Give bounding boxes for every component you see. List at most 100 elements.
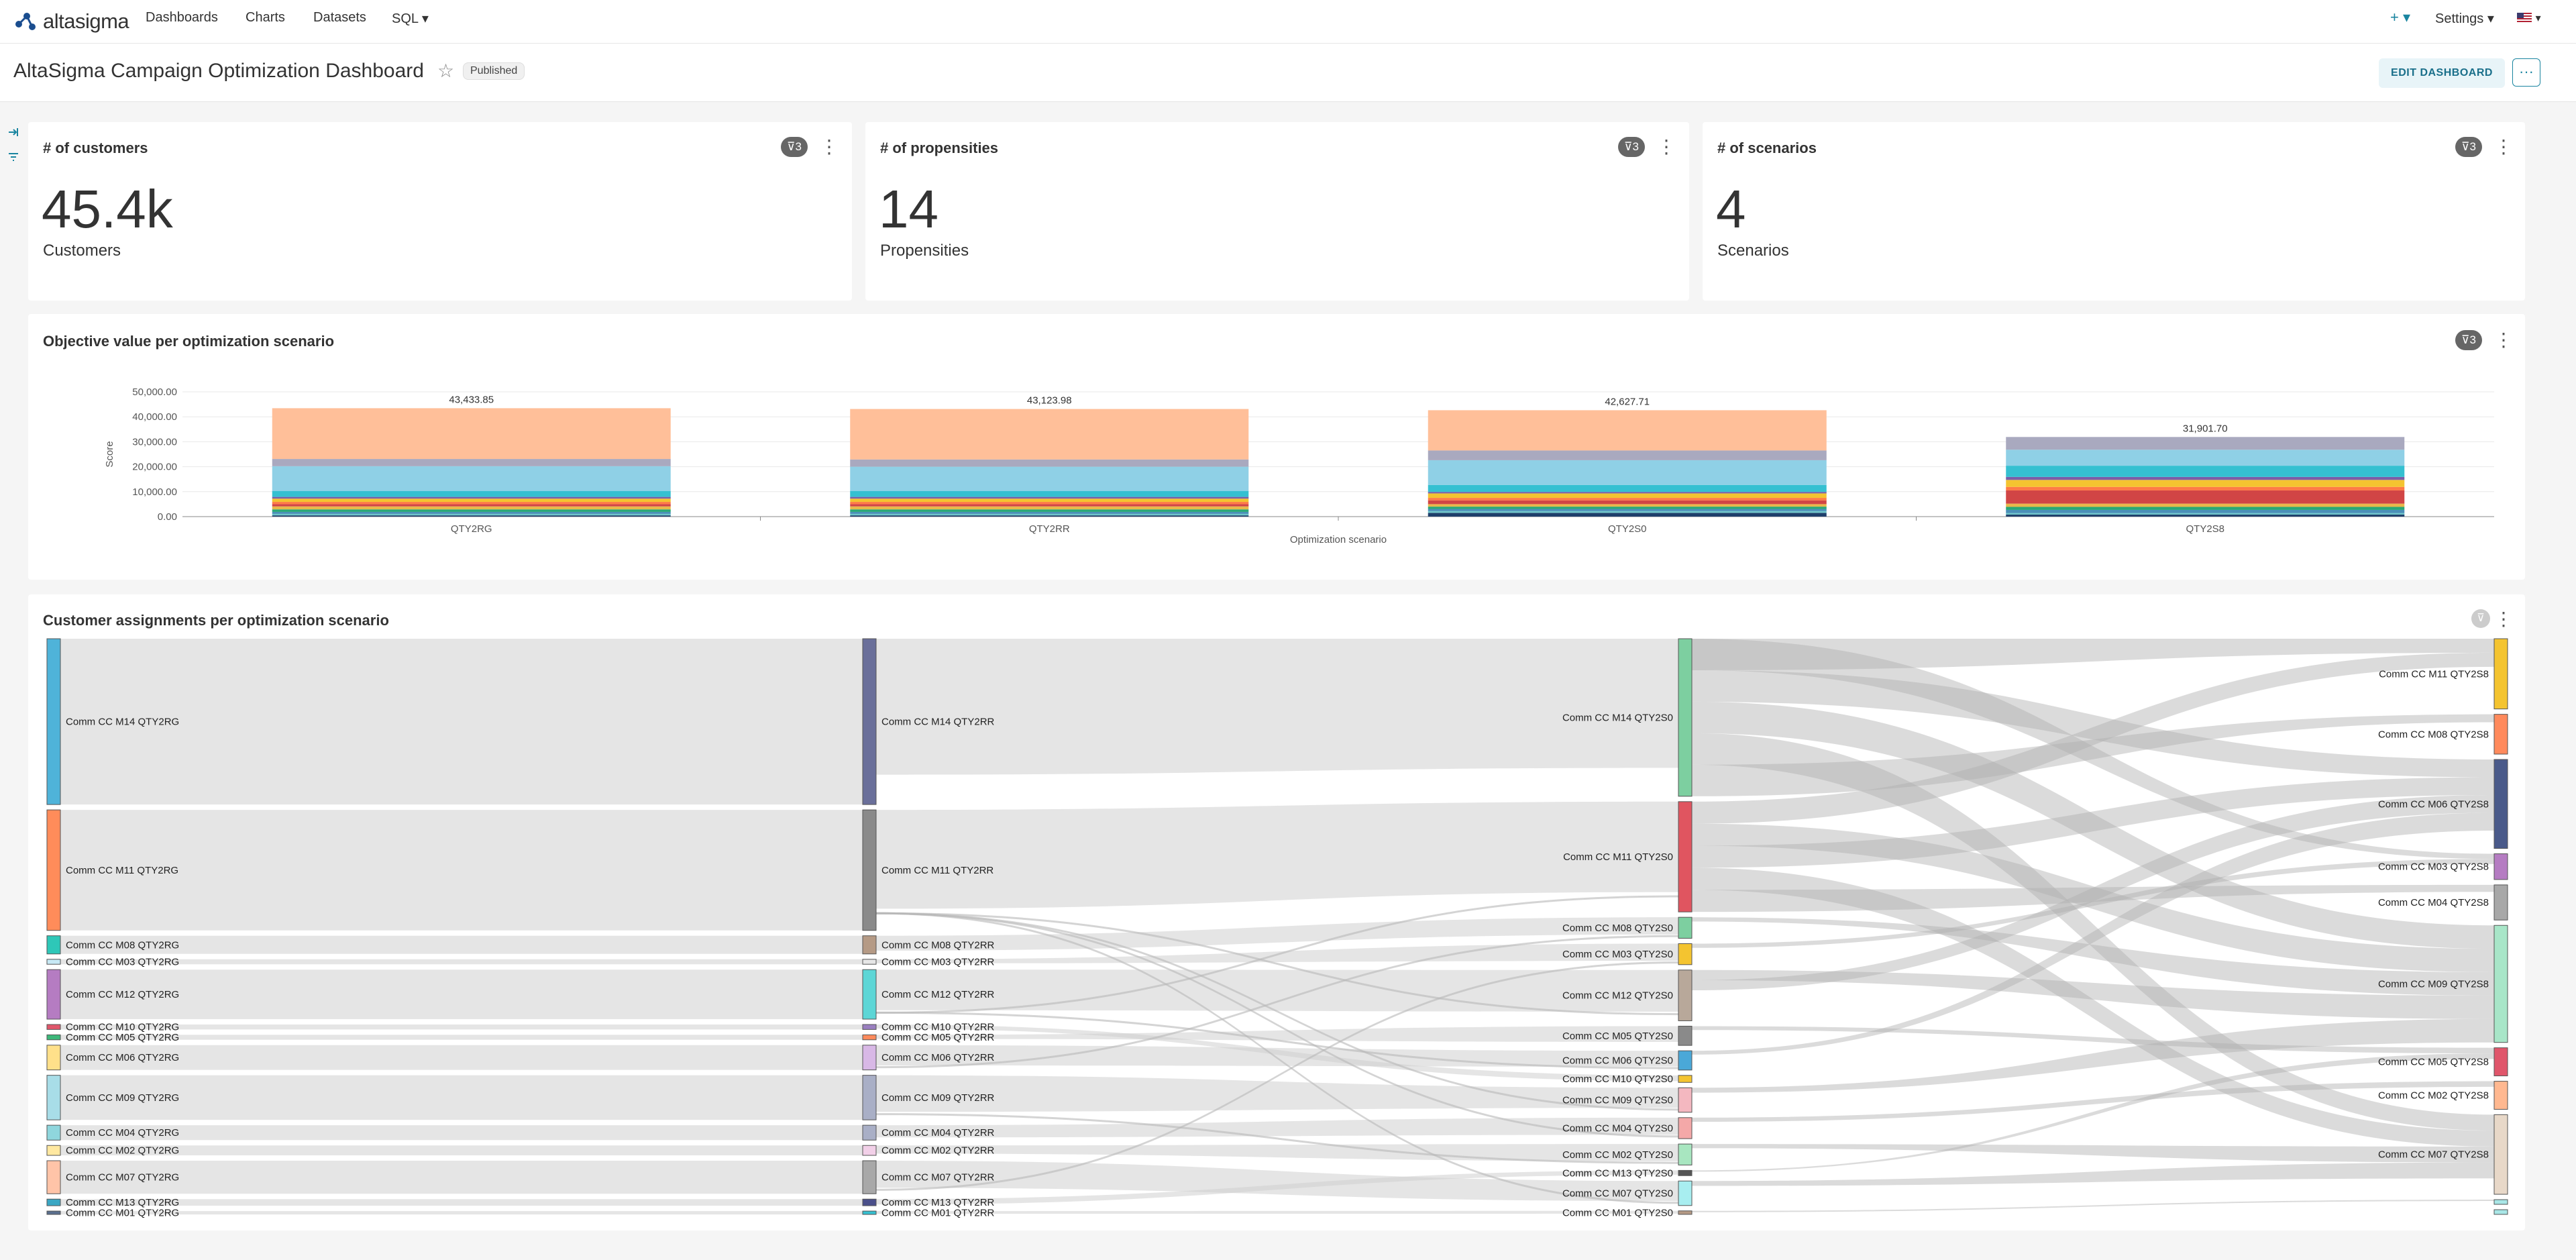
sankey-link xyxy=(876,912,1678,1111)
nav-sql[interactable]: SQL ▾ xyxy=(392,11,429,26)
sankey-node xyxy=(862,1045,877,1071)
bar-segment xyxy=(2006,515,2405,517)
nav-datasets[interactable]: Datasets xyxy=(313,10,366,25)
sankey-link xyxy=(60,1211,863,1215)
filter-count-badge[interactable]: ⊽3 xyxy=(2455,137,2482,157)
bar-segment xyxy=(850,513,1249,516)
card-menu-icon[interactable]: ⋮ xyxy=(1657,136,1676,157)
sankey-node-label: Comm CC M14 QTY2RG xyxy=(66,717,179,728)
kpi-value: 14 xyxy=(879,179,938,239)
sankey-node-label: Comm CC M02 QTY2RR xyxy=(881,1145,995,1157)
sankey-node xyxy=(46,1045,61,1071)
sankey-node-label: Comm CC M13 QTY2RG xyxy=(66,1197,179,1208)
y-tick-label: 10,000.00 xyxy=(132,486,177,498)
more-actions-button[interactable]: ··· xyxy=(2512,58,2540,87)
sankey-node xyxy=(862,1210,877,1215)
bar-segment xyxy=(850,509,1249,512)
objective-bar-chart: 0.00 10,000.00 20,000.00 30,000.00 40,000.00… xyxy=(104,386,2494,545)
sankey-link xyxy=(876,1170,1678,1205)
sankey-node xyxy=(2493,714,2508,755)
filter-count-badge[interactable]: ⊽3 xyxy=(2455,330,2482,350)
sankey-node-label: Comm CC M06 QTY2S0 xyxy=(1562,1055,1673,1067)
bar-total-label: 43,433.85 xyxy=(449,394,494,405)
sankey-node-label: Comm CC M08 QTY2RG xyxy=(66,939,179,951)
sankey-link xyxy=(1692,917,2494,996)
sankey-node xyxy=(862,935,877,955)
sankey-node-label: Comm CC M04 QTY2RG xyxy=(66,1127,179,1139)
sankey-link xyxy=(1692,1144,2494,1163)
bar-segment xyxy=(850,506,1249,510)
filter-count-badge[interactable]: ⊽3 xyxy=(781,137,808,157)
sankey-node xyxy=(1678,1050,1693,1071)
sankey-link xyxy=(1692,639,2494,670)
bar-segment xyxy=(2006,486,2405,490)
sankey-node-label: Comm CC M05 QTY2S8 xyxy=(2378,1057,2489,1068)
sankey-node-label: Comm CC M14 QTY2RR xyxy=(881,717,995,728)
bar-total-label: 43,123.98 xyxy=(1027,395,1072,407)
edit-dashboard-button[interactable]: EDIT DASHBOARD xyxy=(2379,58,2505,88)
sankey-link xyxy=(1692,823,2494,973)
sankey-link xyxy=(60,810,863,931)
kpi-title: # of customers xyxy=(43,140,148,156)
bar-segment xyxy=(850,466,1249,491)
x-tick-label: QTY2RG xyxy=(451,523,492,535)
expand-filters-icon[interactable] xyxy=(7,125,20,139)
sankey-link xyxy=(876,1026,1678,1042)
bar-segment xyxy=(1428,513,1827,517)
filter-indicator-icon[interactable]: ⊽ xyxy=(2471,609,2490,628)
sankey-node xyxy=(46,935,61,955)
sankey-node xyxy=(862,1145,877,1156)
bar-segment xyxy=(1428,484,1827,492)
bar-segment xyxy=(272,496,671,499)
sankey-node xyxy=(862,1124,877,1141)
sankey-node xyxy=(1678,916,1693,939)
sankey-node-label: Comm CC M09 QTY2S8 xyxy=(2378,978,2489,990)
settings-menu[interactable]: Settings ▾ xyxy=(2435,11,2494,26)
card-menu-icon[interactable]: ⋮ xyxy=(820,136,839,157)
sankey-link xyxy=(60,1045,863,1070)
brand-logo[interactable]: altasigma xyxy=(12,8,129,35)
sankey-link xyxy=(60,1025,863,1030)
kpi-card-propensities: # of propensities ⊽3 ⋮ 14 Propensities xyxy=(865,122,1689,301)
sankey-link xyxy=(876,912,1678,1138)
bar-segment xyxy=(850,459,1249,467)
published-badge[interactable]: Published xyxy=(463,62,525,80)
sankey-node-label: Comm CC M02 QTY2RG xyxy=(66,1145,179,1157)
sankey-node xyxy=(862,969,877,1020)
sankey-node xyxy=(46,1145,61,1156)
sankey-node xyxy=(2493,1114,2508,1195)
y-tick-label: 30,000.00 xyxy=(132,436,177,448)
sankey-link xyxy=(1692,1081,2494,1122)
filter-badge-icon: ⊽ xyxy=(787,140,796,153)
kpi-title: # of scenarios xyxy=(1717,140,1817,156)
filter-count-badge[interactable]: ⊽3 xyxy=(1618,137,1645,157)
bar-segment xyxy=(850,504,1249,507)
dashboard-title: AltaSigma Campaign Optimization Dashboar… xyxy=(13,60,424,82)
sankey-node-label: Comm CC M06 QTY2S8 xyxy=(2378,798,2489,810)
sankey-link xyxy=(1692,733,2494,1131)
sankey-link xyxy=(876,935,1678,1069)
bar-total-label: 42,627.71 xyxy=(1605,396,1650,407)
filter-count: 3 xyxy=(2469,333,2476,346)
card-menu-icon[interactable]: ⋮ xyxy=(2494,136,2513,157)
kpi-subheader: Scenarios xyxy=(1717,242,1789,260)
sankey-link xyxy=(876,1161,1678,1202)
sankey-node xyxy=(862,1160,877,1194)
customer-assignments-sankey: Comm CC M14 QTY2RG Comm CC M11 QTY2RG Comm… xyxy=(46,638,2508,1219)
sankey-node xyxy=(2493,853,2508,880)
sankey-node xyxy=(46,1160,61,1194)
card-menu-icon[interactable]: ⋮ xyxy=(2494,609,2513,629)
x-tick-label: QTY2S8 xyxy=(2186,523,2224,535)
card-menu-icon[interactable]: ⋮ xyxy=(2494,329,2513,350)
sankey-link xyxy=(876,1011,1678,1069)
add-new-button[interactable]: + ▾ xyxy=(2390,9,2411,25)
language-menu[interactable]: ▾ xyxy=(2517,10,2541,25)
filter-icon[interactable] xyxy=(7,150,20,164)
sankey-node-label: Comm CC M12 QTY2S0 xyxy=(1562,990,1673,1002)
nav-dashboards[interactable]: Dashboards xyxy=(146,10,218,25)
sankey-node xyxy=(46,638,61,805)
sankey-node xyxy=(862,638,877,805)
nav-charts[interactable]: Charts xyxy=(246,10,285,25)
favorite-star-icon[interactable]: ☆ xyxy=(437,60,455,81)
sankey-node-label: Comm CC M01 QTY2S0 xyxy=(1562,1207,1673,1218)
